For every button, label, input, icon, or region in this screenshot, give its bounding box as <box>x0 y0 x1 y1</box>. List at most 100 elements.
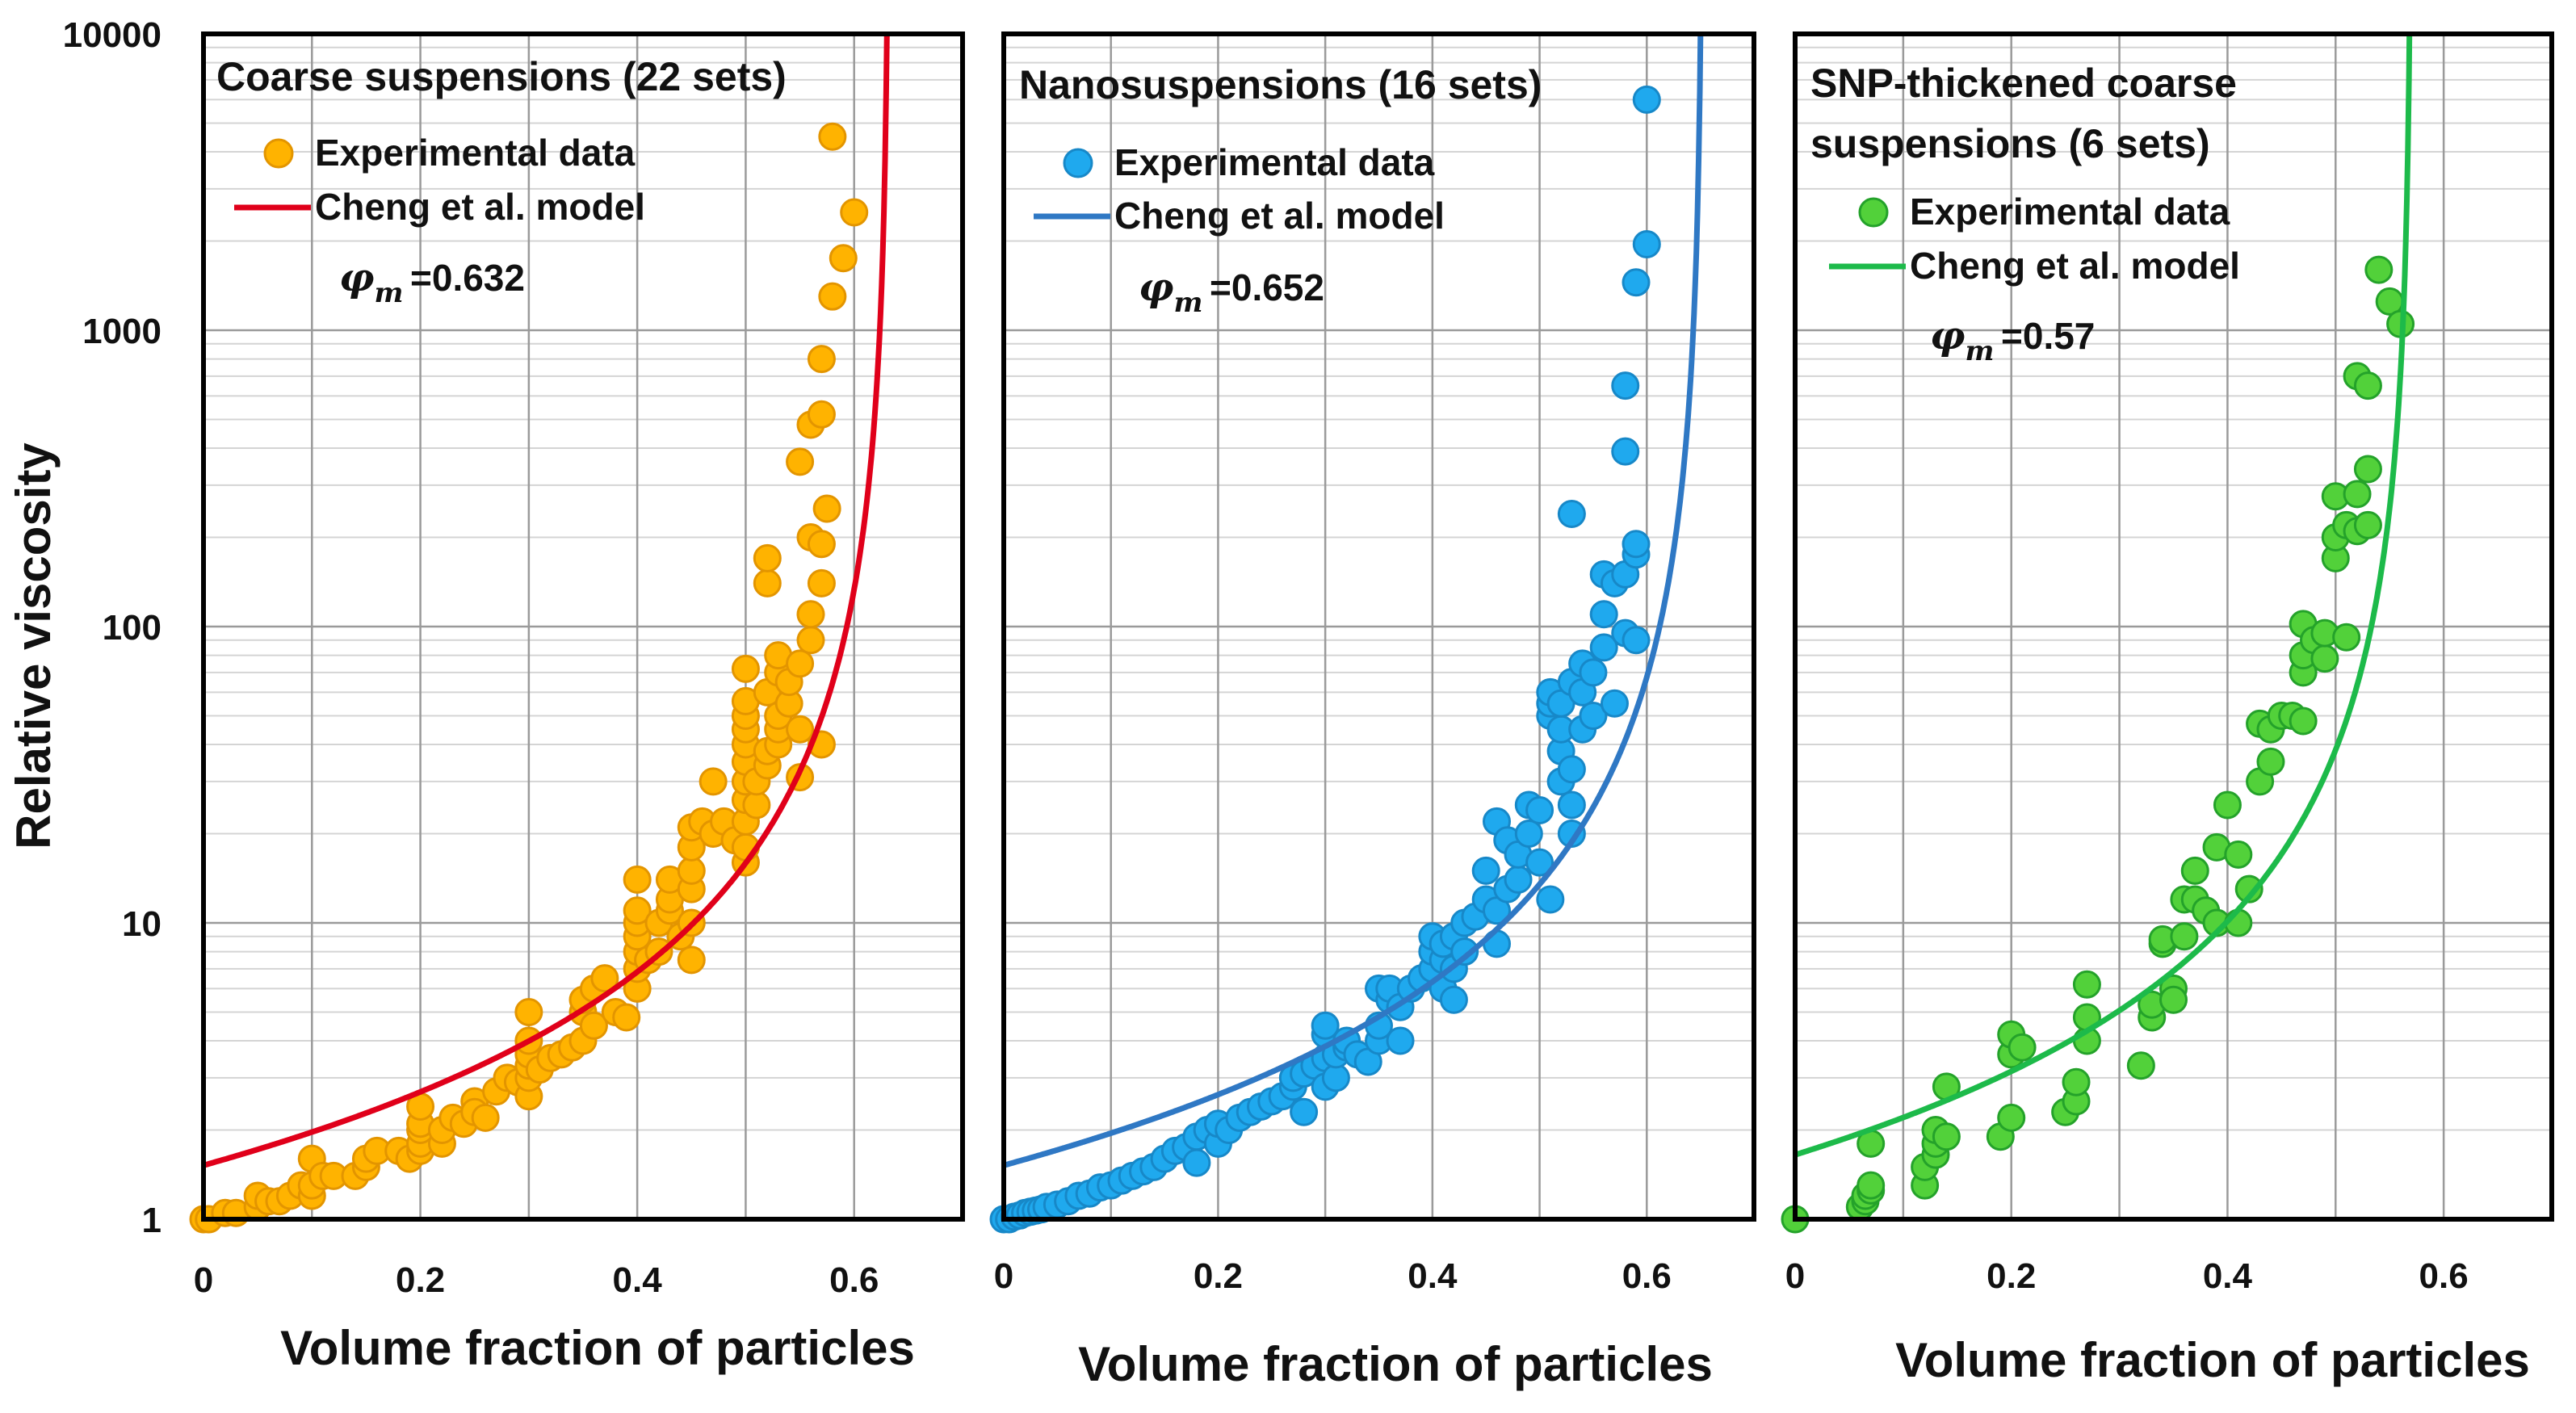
data-point <box>514 997 543 1026</box>
data-point <box>1632 230 1661 259</box>
data-point <box>796 600 825 629</box>
data-point <box>818 122 847 151</box>
data-point <box>2159 985 2188 1014</box>
data-point <box>2072 970 2101 999</box>
x-tick-label: 0.6 <box>829 1260 879 1300</box>
legend-label: Experimental data <box>1114 141 1435 183</box>
data-point <box>2353 510 2382 539</box>
y-tick-label: 10 <box>122 904 162 944</box>
data-point <box>1600 689 1629 718</box>
data-point <box>1622 626 1651 655</box>
x-tick-label: 0.2 <box>396 1260 445 1300</box>
data-point <box>2213 790 2242 820</box>
x-tick-label: 0.6 <box>2419 1256 2469 1296</box>
data-point <box>742 790 771 820</box>
data-point <box>753 543 782 572</box>
data-point <box>1589 633 1618 662</box>
model-curve <box>1003 33 1704 1168</box>
data-point <box>1997 1103 2026 1132</box>
phi-m-value: =0.632 <box>410 257 525 299</box>
legend-marker <box>263 138 294 169</box>
data-point <box>2353 455 2382 484</box>
data-point <box>1504 865 1533 894</box>
x-tick-label: 0 <box>1785 1256 1805 1296</box>
x-axis-title: Volume fraction of particles <box>1078 1337 1713 1391</box>
y-tick-label: 1000 <box>82 312 162 351</box>
data-point <box>1182 1148 1211 1177</box>
data-point <box>840 198 869 227</box>
data-point <box>2289 706 2318 736</box>
data-point <box>829 244 858 273</box>
chart-panel-3: 0 0.2 0.4 0.6 SNP-thickened coarse suspension… <box>1781 31 2554 1387</box>
data-point <box>2310 644 2339 673</box>
data-point <box>579 1011 608 1040</box>
data-point <box>2180 856 2209 885</box>
legend-label: Experimental data <box>315 132 636 174</box>
data-point <box>471 1103 500 1132</box>
x-tick-label: 0.6 <box>1622 1256 1672 1296</box>
x-axis-title: Volume fraction of particles <box>1895 1333 2530 1387</box>
data-point <box>2062 1067 2091 1096</box>
phi-m-symbol: φm <box>339 255 403 309</box>
data-point <box>677 945 706 975</box>
data-point <box>2256 747 2285 776</box>
data-point <box>1579 658 1608 687</box>
data-point <box>1290 1097 1319 1126</box>
panel-title: SNP-thickened coarse <box>1810 61 2237 106</box>
data-point <box>2234 874 2263 904</box>
data-point <box>623 896 652 925</box>
data-point <box>2126 1051 2155 1080</box>
data-point <box>1525 795 1554 824</box>
plot-frame <box>1793 31 2554 1222</box>
legend-label: Experimental data <box>1910 191 2230 233</box>
data-point <box>796 626 825 655</box>
panel-title: Nanosuspensions (16 sets) <box>1019 62 1542 107</box>
data-point <box>1450 937 1479 966</box>
data-point <box>2224 840 2253 869</box>
data-point <box>786 715 815 744</box>
data-point <box>1611 371 1640 400</box>
phi-m-value: =0.652 <box>1210 266 1324 308</box>
data-point <box>807 345 836 374</box>
data-point <box>731 654 760 683</box>
x-tick-label: 0 <box>994 1256 1013 1296</box>
data-point <box>1557 790 1586 820</box>
data-point <box>1525 848 1554 877</box>
x-tick-label: 0.2 <box>1194 1256 1243 1296</box>
data-point <box>1321 1063 1350 1092</box>
y-tick-label: 1 <box>142 1201 162 1240</box>
data-point <box>677 856 706 885</box>
data-point <box>2364 255 2393 284</box>
data-point <box>807 400 836 429</box>
chart-panel-1: 0 0.2 0.4 0.6 1 10 100 1000 10000 Coarse suspensi… <box>63 15 965 1375</box>
data-point <box>1579 701 1608 730</box>
legend-label: Cheng et al. model <box>1910 245 2240 287</box>
data-point <box>2170 922 2199 951</box>
plot-frame <box>201 31 965 1222</box>
data-point <box>812 494 841 523</box>
y-axis-title: Relative viscosity <box>6 442 61 849</box>
data-point <box>1611 437 1640 466</box>
data-point <box>1622 268 1651 297</box>
plot-frame <box>1001 31 1756 1222</box>
data-point <box>2008 1033 2037 1062</box>
x-tick-label: 0 <box>194 1260 213 1300</box>
data-point <box>1439 985 1468 1014</box>
legend-marker <box>1858 197 1889 228</box>
x-tick-label: 0.2 <box>1987 1256 2036 1296</box>
model-curve <box>1794 33 2413 1158</box>
x-axis-title: Volume fraction of particles <box>280 1321 915 1375</box>
y-tick-label: 100 <box>103 608 162 648</box>
data-point <box>1622 530 1651 559</box>
data-point <box>1536 885 1565 914</box>
x-tick-label: 0.4 <box>613 1260 663 1300</box>
data-point <box>699 767 728 796</box>
legend-label: Cheng et al. model <box>315 186 645 228</box>
panel-title: Coarse suspensions (22 sets) <box>216 54 787 99</box>
data-point <box>1471 856 1500 885</box>
x-tick-label: 0.4 <box>2203 1256 2253 1296</box>
panel-title: suspensions (6 sets) <box>1810 121 2210 166</box>
data-point <box>612 1003 641 1032</box>
data-point <box>1856 1171 1886 1200</box>
